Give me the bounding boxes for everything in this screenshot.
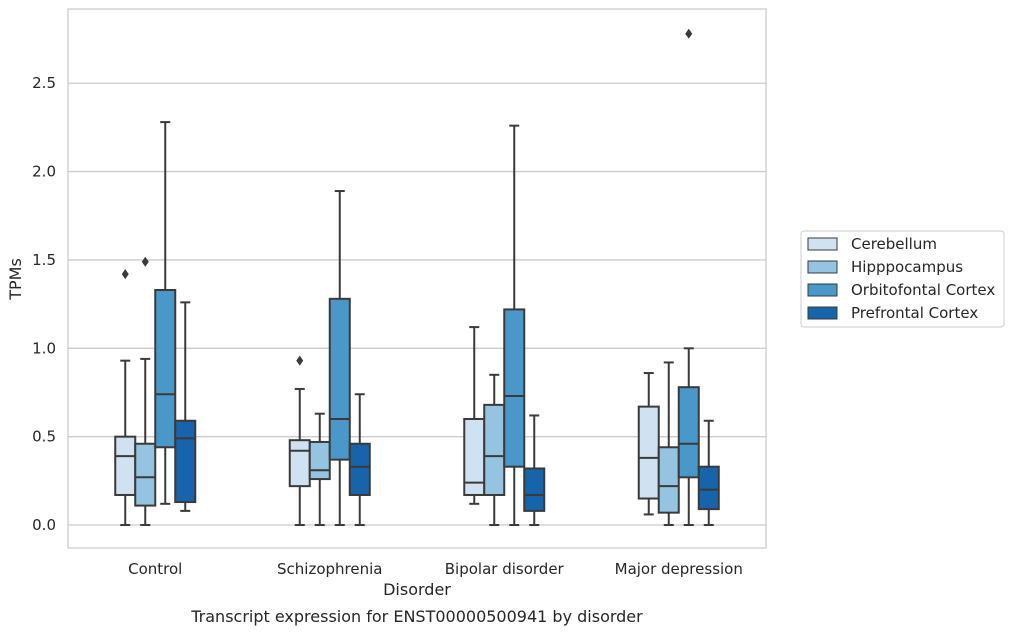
box-0-2 (154, 121, 177, 505)
chart-caption: Transcript expression for ENST0000050094… (190, 607, 643, 626)
iqr-box (657, 446, 680, 514)
outlier-point (141, 256, 149, 267)
iqr-box (637, 405, 660, 500)
legend-item: Cerebellum (807, 235, 937, 253)
x-tick-label: Control (128, 560, 182, 578)
box-3-1 (657, 361, 680, 527)
y-tick-label: 0.5 (32, 428, 56, 446)
legend-swatch (807, 237, 838, 251)
legend-swatch (807, 260, 838, 274)
box-1-0 (288, 355, 311, 527)
legend-label: Orbitofontal Cortex (851, 281, 995, 299)
outlier-point (296, 355, 304, 366)
iqr-box (483, 403, 506, 496)
box-2-0 (463, 326, 486, 505)
x-axis-title: Disorder (383, 580, 451, 599)
x-tick-label: Bipolar disorder (445, 560, 565, 578)
iqr-box (154, 288, 177, 449)
legend-swatch (807, 283, 838, 297)
box-3-0 (637, 372, 660, 516)
legend-item: Orbitofontal Cortex (807, 281, 995, 299)
legend-label: Hipppocampus (851, 258, 963, 276)
box-3-2 (677, 28, 700, 527)
iqr-box (134, 442, 157, 507)
legend-swatch (807, 306, 838, 320)
box-0-3 (174, 301, 197, 512)
iqr-box (677, 386, 700, 479)
y-tick-label: 0.0 (32, 516, 56, 534)
legend-item: Hipppocampus (807, 258, 963, 276)
y-tick-label: 2.0 (32, 163, 56, 181)
y-tick-labels: 0.0 0.5 1.0 1.5 2.0 2.5 (32, 74, 56, 534)
y-tick-label: 2.5 (32, 74, 56, 92)
iqr-box (348, 442, 371, 496)
legend: Cerebellum Hipppocampus Orbitofontal Corte… (800, 230, 1005, 328)
iqr-box (174, 419, 197, 504)
iqr-box (308, 440, 331, 481)
legend-items: Cerebellum Hipppocampus Orbitofontal Corte… (807, 235, 995, 322)
box-2-3 (523, 414, 546, 527)
box-0-0 (114, 269, 137, 527)
y-axis-title: TPMs (6, 258, 25, 301)
iqr-box (114, 435, 137, 496)
y-tick-label: 1.0 (32, 339, 56, 357)
legend-frame (800, 230, 1005, 328)
legend-label: Prefrontal Cortex (851, 304, 978, 322)
outlier-point (685, 28, 693, 39)
x-tick-label: Schizophrenia (277, 560, 382, 578)
legend-item: Prefrontal Cortex (807, 304, 978, 322)
box-2-2 (503, 124, 526, 527)
iqr-box (523, 467, 546, 512)
box-1-1 (308, 412, 331, 527)
iqr-box (503, 308, 526, 468)
outlier-point (121, 269, 129, 280)
box-3-3 (697, 419, 720, 527)
y-tick-label: 1.5 (32, 251, 56, 269)
box-1-3 (348, 393, 371, 527)
box-2-1 (483, 373, 506, 527)
iqr-box (328, 297, 351, 461)
iqr-box (288, 439, 311, 488)
plot-area-frame (67, 8, 767, 549)
box-0-1 (134, 256, 157, 527)
legend-label: Cerebellum (851, 235, 937, 253)
box-1-2 (328, 190, 351, 527)
x-tick-label: Major depression (615, 560, 743, 578)
x-tick-labels: Control Schizophrenia Bipolar disorder Majo… (128, 560, 743, 578)
boxes-layer (114, 28, 720, 527)
iqr-box (697, 465, 720, 511)
